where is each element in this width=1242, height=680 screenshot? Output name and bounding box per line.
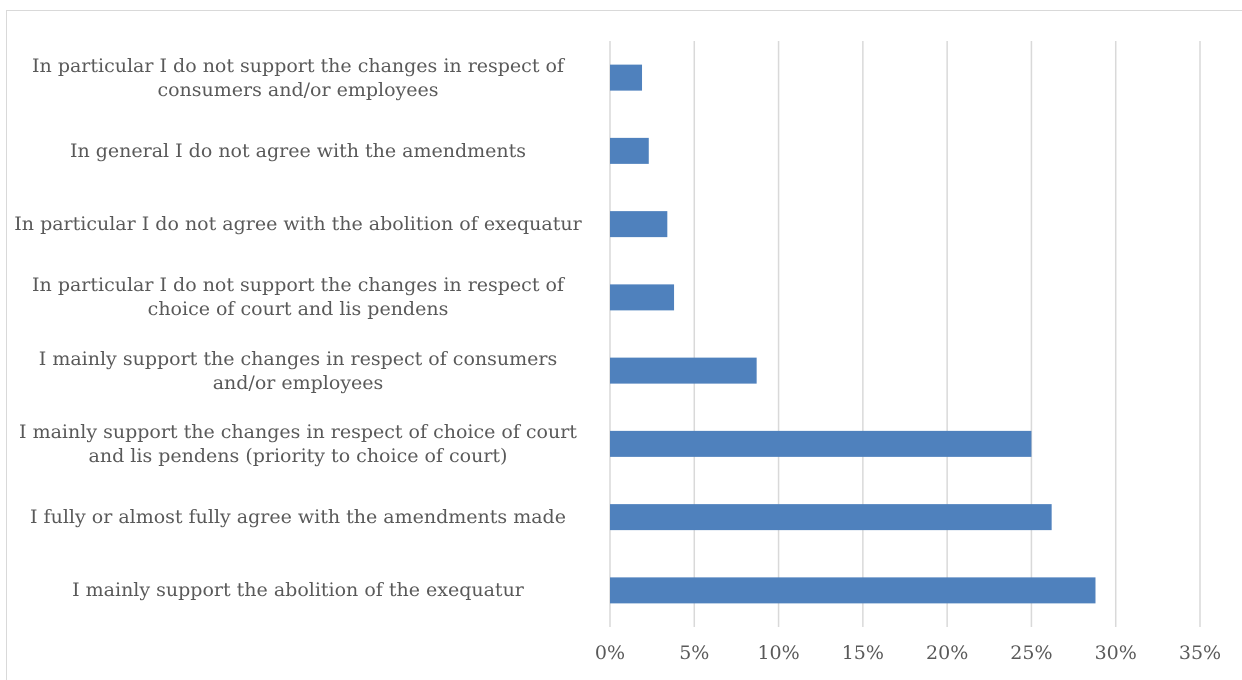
category-label: I fully or almost fully agree with the a… — [30, 506, 566, 529]
category-label: I mainly support the changes in respect … — [19, 420, 577, 467]
bar — [610, 577, 1096, 604]
x-tick-label: 10% — [757, 642, 800, 664]
x-tick-label: 30% — [1094, 642, 1137, 664]
category-label: In particular I do not support the chang… — [32, 54, 564, 101]
bar — [610, 430, 1032, 457]
x-tick-label: 5% — [679, 642, 710, 664]
category-label: I mainly support the changes in respect … — [38, 347, 558, 394]
bar — [610, 137, 649, 164]
x-tick-label: 35% — [1178, 642, 1222, 664]
bar — [610, 284, 675, 311]
category-label: In particular I do not support the chang… — [32, 274, 564, 321]
category-label: I mainly support the abolition of the ex… — [72, 579, 524, 602]
x-tick-label: 20% — [926, 642, 969, 664]
bar — [610, 504, 1052, 531]
x-tick-label: 0% — [594, 642, 626, 664]
category-label: In particular I do not agree with the ab… — [14, 213, 582, 236]
bar — [610, 357, 757, 384]
bar — [610, 211, 668, 238]
x-tick-label: 25% — [1010, 642, 1053, 664]
chart-frame — [6, 10, 1242, 680]
category-label: In general I do not agree with the amend… — [69, 139, 527, 162]
x-tick-label: 15% — [841, 642, 884, 664]
bar — [610, 64, 643, 91]
